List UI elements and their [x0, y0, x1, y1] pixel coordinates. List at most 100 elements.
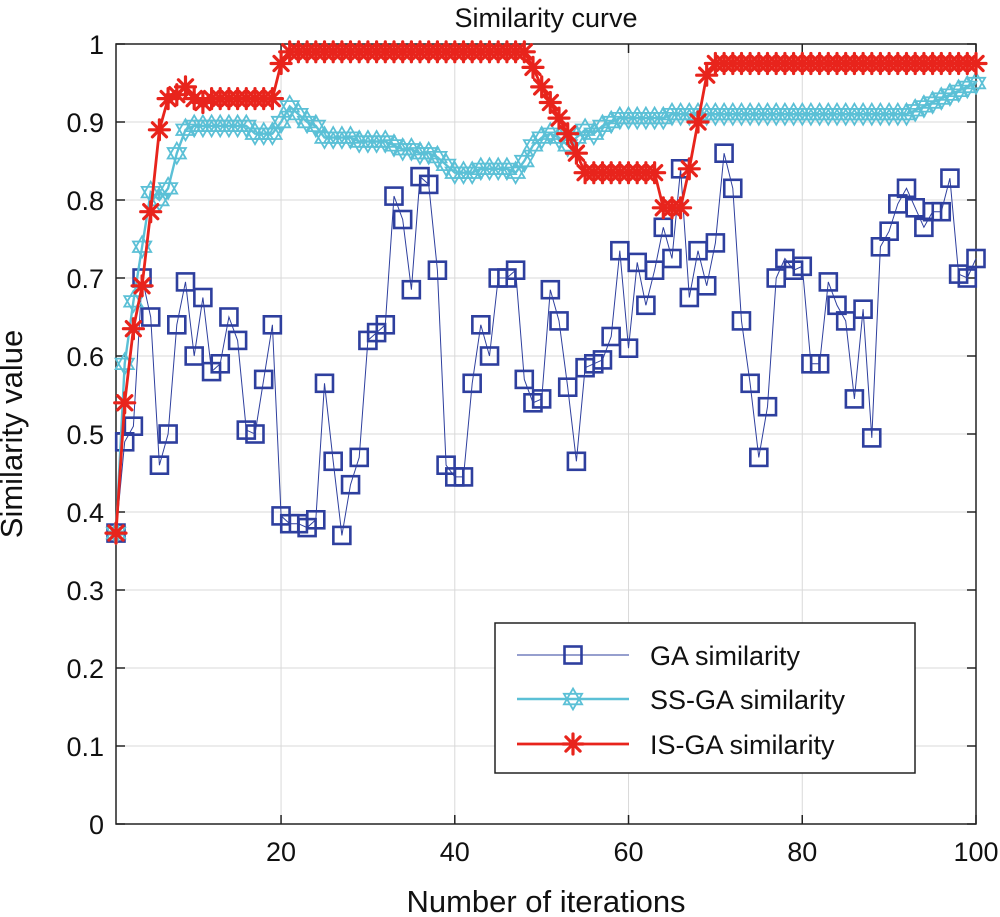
- data-point: [966, 248, 986, 269]
- data-point: [530, 75, 554, 99]
- data-point: [147, 118, 171, 142]
- data-point: [514, 369, 535, 390]
- marker-triangle-down: [965, 76, 987, 96]
- data-point: [210, 353, 231, 374]
- data-point: [296, 109, 318, 135]
- data-point: [809, 353, 830, 374]
- data-point: [513, 148, 535, 174]
- y-tick-label: 0: [89, 810, 104, 840]
- marker-triangle-up: [939, 82, 961, 101]
- data-point: [722, 178, 743, 199]
- marker-triangle-up: [435, 152, 457, 172]
- marker-triangle-up: [279, 94, 301, 113]
- marker-triangle-down: [166, 147, 188, 166]
- marker-triangle-down: [522, 139, 544, 158]
- data-point: [504, 160, 527, 185]
- data-point: [574, 117, 596, 143]
- data-point: [896, 178, 917, 199]
- marker-triangle-down: [600, 115, 622, 135]
- legend-marker: [561, 732, 585, 756]
- data-point: [158, 424, 178, 444]
- data-point: [512, 40, 536, 64]
- marker-triangle-up: [913, 94, 935, 113]
- marker-triangle-down: [157, 182, 179, 201]
- data-point: [418, 174, 439, 195]
- x-tick-label: 40: [440, 837, 470, 867]
- data-point: [835, 311, 856, 331]
- data-point: [219, 307, 239, 327]
- data-point: [175, 272, 196, 292]
- marker-triangle-down: [939, 88, 961, 108]
- data-point: [323, 451, 343, 472]
- y-tick-label: 0.8: [66, 186, 104, 216]
- x-tick-label: 20: [266, 837, 296, 867]
- data-point: [731, 311, 752, 331]
- data-point: [269, 51, 293, 76]
- data-point: [193, 287, 213, 308]
- data-point: [305, 113, 327, 139]
- data-point: [643, 161, 667, 185]
- data-point: [566, 451, 587, 472]
- y-tick-label: 0.4: [66, 498, 104, 528]
- data-point: [139, 200, 163, 224]
- marker-triangle-up: [418, 140, 440, 160]
- data-point: [156, 87, 180, 111]
- data-point: [853, 299, 873, 320]
- data-point: [332, 525, 352, 546]
- data-point: [462, 373, 482, 394]
- marker-triangle-up: [930, 86, 952, 105]
- data-point: [947, 78, 970, 104]
- marker-triangle-up: [426, 144, 449, 164]
- data-point: [618, 338, 639, 359]
- y-axis: 0 0.1 0.2 0.3 0.4 0.5 0.6 0.7 0.8 0.9 1: [66, 30, 976, 840]
- data-point: [636, 295, 656, 316]
- data-point: [818, 272, 839, 292]
- data-point: [564, 141, 588, 165]
- marker-triangle-down: [148, 193, 171, 213]
- data-point: [921, 90, 944, 115]
- marker-triangle-up: [374, 129, 396, 148]
- marker-triangle-up: [270, 109, 292, 129]
- marker-triangle-down: [947, 84, 970, 104]
- data-point: [165, 83, 189, 107]
- data-point: [305, 509, 326, 530]
- series-is-ga-similarity: [104, 40, 988, 545]
- marker-triangle-up: [904, 98, 926, 117]
- marker-triangle-down: [174, 123, 197, 143]
- data-point: [531, 389, 552, 409]
- data-point: [496, 156, 518, 182]
- y-tick-label: 0.2: [66, 654, 104, 684]
- data-point: [861, 428, 882, 448]
- marker-triangle-up: [531, 125, 553, 144]
- data-point: [427, 260, 448, 281]
- legend-item: GA similarity: [517, 641, 801, 671]
- data-point: [557, 377, 578, 398]
- data-point: [600, 109, 622, 135]
- marker-triangle-down: [513, 154, 535, 174]
- data-point: [679, 287, 700, 308]
- data-point: [260, 87, 284, 111]
- marker-triangle-up: [166, 140, 188, 160]
- data-point: [930, 86, 952, 111]
- marker-triangle-up: [157, 175, 179, 195]
- marker-triangle-up: [591, 113, 614, 133]
- marker-triangle-up: [539, 121, 561, 140]
- data-point: [227, 330, 248, 351]
- marker-triangle-down: [400, 143, 422, 162]
- data-point: [191, 90, 215, 115]
- data-point: [113, 391, 137, 415]
- legend-label: SS-GA similarity: [650, 685, 846, 715]
- marker-triangle-down: [574, 123, 596, 143]
- series-ss-ga-similarity: [105, 70, 987, 546]
- marker-triangle-down: [418, 147, 440, 166]
- x-axis-label: Number of iterations: [406, 884, 685, 917]
- data-point: [965, 70, 987, 96]
- legend-marker: [562, 686, 584, 712]
- data-point: [375, 314, 396, 335]
- marker-triangle-up: [652, 105, 674, 125]
- data-point: [904, 98, 926, 123]
- data-point: [157, 175, 179, 201]
- data-point: [662, 248, 682, 269]
- data-point: [686, 110, 710, 134]
- data-point: [384, 186, 404, 206]
